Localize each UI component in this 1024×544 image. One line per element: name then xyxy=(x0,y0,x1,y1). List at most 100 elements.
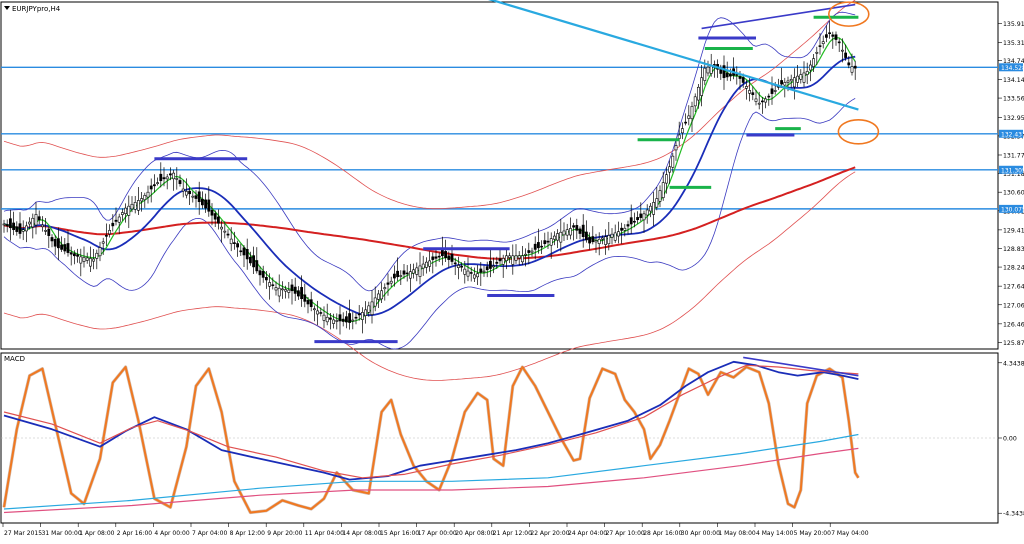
candle-body xyxy=(562,230,566,236)
candle-body xyxy=(47,228,51,236)
candle-body xyxy=(748,90,752,94)
candle-body xyxy=(328,317,332,320)
candle-body xyxy=(831,34,835,37)
candle-body xyxy=(770,88,774,94)
candle-body xyxy=(818,45,822,47)
candle-body xyxy=(546,240,550,243)
candle-body xyxy=(517,255,521,259)
candle-body xyxy=(709,65,713,74)
candle-body xyxy=(306,300,310,305)
candle-body xyxy=(188,190,192,195)
candle-body xyxy=(114,219,118,222)
macd-main-line xyxy=(3,360,859,481)
candle-body xyxy=(185,191,188,196)
candle-body xyxy=(693,96,697,107)
candle-body xyxy=(338,314,342,322)
candle-body xyxy=(469,272,473,274)
x-tick-label: 17 Apr 00:00 xyxy=(418,530,457,537)
candle-body xyxy=(648,205,652,212)
x-tick-label: 15 Apr 16:00 xyxy=(380,530,419,537)
candle-body xyxy=(18,223,22,234)
candle-body xyxy=(476,273,480,278)
candle-body xyxy=(82,257,86,262)
candle-body xyxy=(824,34,828,38)
candle-body xyxy=(565,229,569,236)
price-y-tick-label: 127.060 xyxy=(1003,302,1024,309)
candle-body xyxy=(37,216,41,221)
candle-body xyxy=(354,316,358,319)
candle-body xyxy=(498,258,502,262)
candle-body xyxy=(85,257,89,261)
price-y-tick-label: 127.645 xyxy=(1003,284,1024,291)
candle-body xyxy=(543,240,547,245)
candle-body xyxy=(530,250,534,253)
x-tick-label: 22 Apr 20:00 xyxy=(530,530,569,537)
candle-body xyxy=(233,242,236,244)
candle-body xyxy=(479,268,483,273)
candle-body xyxy=(56,238,60,249)
price-level-tag-label: 134.528 xyxy=(1001,65,1024,72)
x-tick-label: 30 Apr 00:00 xyxy=(681,530,720,537)
candle-body xyxy=(2,223,6,226)
candle-body xyxy=(607,235,611,245)
candle-body xyxy=(181,188,185,192)
candle-body xyxy=(658,190,662,202)
candle-body xyxy=(450,253,454,262)
candle-body xyxy=(360,312,364,320)
candle-body xyxy=(428,260,432,267)
candle-body xyxy=(837,41,841,44)
candle-body xyxy=(31,217,35,228)
candle-body xyxy=(140,198,144,202)
candle-body xyxy=(169,173,172,176)
candle-body xyxy=(367,305,371,313)
candle-body xyxy=(780,80,784,85)
candle-body xyxy=(383,287,387,290)
candle-body xyxy=(696,86,700,101)
candle-body xyxy=(722,65,726,79)
candle-body xyxy=(533,243,537,250)
candle-body xyxy=(684,121,688,124)
candle-body xyxy=(239,250,243,253)
candle-body xyxy=(588,237,592,244)
candle-body xyxy=(111,222,115,227)
candle-body xyxy=(504,255,508,261)
chart-menu-triangle-icon[interactable] xyxy=(4,6,10,10)
candle-body xyxy=(98,247,102,257)
candle-body xyxy=(165,176,169,180)
candle-body xyxy=(485,266,489,271)
x-tick-label: 27 Mar 2015 xyxy=(4,530,42,537)
candle-body xyxy=(664,174,668,184)
price-level-tag xyxy=(999,204,1023,213)
candle-body xyxy=(424,261,428,268)
candle-body xyxy=(741,77,745,83)
candle-body xyxy=(556,233,560,241)
candle-body xyxy=(130,203,134,210)
x-tick-label: 14 Apr 08:00 xyxy=(342,530,381,537)
candle-body xyxy=(527,250,531,253)
candle-body xyxy=(578,228,582,234)
x-tick-label: 4 May 14:00 xyxy=(756,530,794,537)
bollinger-lower-line xyxy=(3,98,856,350)
candle-body xyxy=(53,238,57,247)
candle-body xyxy=(789,79,793,82)
candle-body xyxy=(44,230,48,232)
candle-body xyxy=(319,312,323,314)
candle-body xyxy=(40,224,44,228)
highlight-circle xyxy=(827,1,870,27)
candle-body xyxy=(380,290,384,300)
candle-body xyxy=(796,75,800,83)
candle-body xyxy=(597,238,601,244)
candle-body xyxy=(79,256,83,264)
x-tick-label: 4 Apr 00:00 xyxy=(154,530,189,537)
candle-body xyxy=(418,265,422,277)
candle-body xyxy=(156,182,160,184)
x-tick-label: 11 Apr 04:00 xyxy=(305,530,344,537)
candle-body xyxy=(89,258,92,267)
macd-title: MACD xyxy=(4,355,25,363)
candle-body xyxy=(101,241,105,244)
price-y-tick-label: 134.140 xyxy=(1003,77,1024,84)
candle-body xyxy=(444,251,448,258)
candle-body xyxy=(12,222,16,231)
candle-body xyxy=(840,49,844,52)
